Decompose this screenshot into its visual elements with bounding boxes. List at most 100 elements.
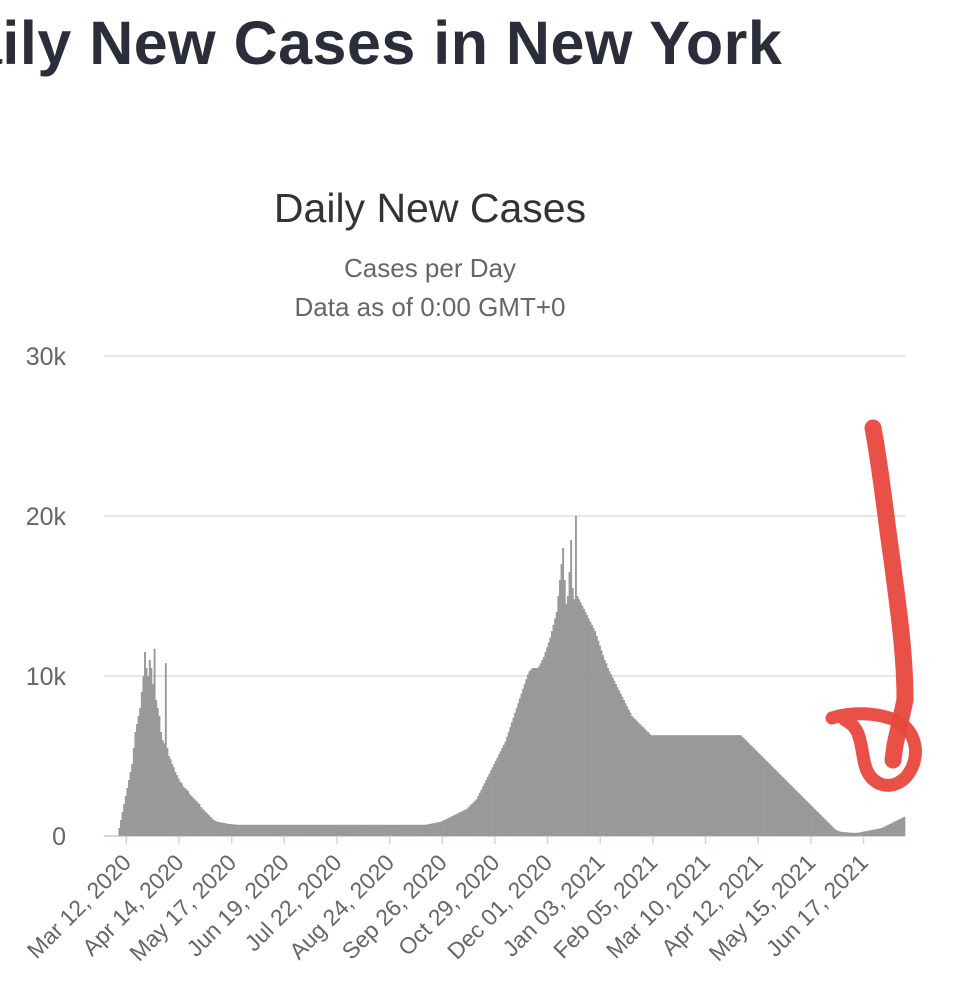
bar xyxy=(262,824,265,836)
bar xyxy=(725,735,728,836)
bar xyxy=(212,820,215,836)
bar xyxy=(683,735,686,836)
bar xyxy=(802,797,805,836)
bar xyxy=(365,824,368,836)
bar xyxy=(390,824,393,836)
bar xyxy=(486,776,489,836)
bar xyxy=(544,652,547,836)
bar xyxy=(645,730,648,836)
bar xyxy=(126,788,129,836)
bar xyxy=(307,824,310,836)
bar xyxy=(579,602,582,836)
bar xyxy=(294,824,297,836)
bar xyxy=(227,823,230,836)
bar xyxy=(373,824,376,836)
bar xyxy=(152,684,154,836)
bar xyxy=(650,735,653,836)
bar xyxy=(520,693,523,836)
bar xyxy=(821,816,824,836)
bar xyxy=(880,828,883,836)
bar xyxy=(573,599,576,836)
bar xyxy=(680,735,683,836)
bar xyxy=(272,824,275,836)
bar xyxy=(485,780,488,836)
bar xyxy=(648,733,651,836)
bar xyxy=(675,735,678,836)
bar xyxy=(148,660,151,836)
bar xyxy=(190,796,193,836)
bar xyxy=(150,668,153,836)
bar xyxy=(799,794,802,836)
bar xyxy=(230,824,233,836)
bar xyxy=(847,832,850,836)
bar xyxy=(571,588,574,836)
bar xyxy=(566,596,569,836)
bar xyxy=(446,818,449,836)
bar xyxy=(121,812,124,836)
bar xyxy=(522,688,525,836)
bar xyxy=(309,824,311,836)
bar xyxy=(506,736,508,836)
bar xyxy=(137,716,140,836)
bar xyxy=(626,706,629,836)
bar xyxy=(666,735,669,836)
bar xyxy=(690,735,693,836)
bar xyxy=(714,735,717,836)
bar xyxy=(853,832,856,836)
bar xyxy=(192,797,194,836)
bar xyxy=(216,821,219,836)
bar xyxy=(344,824,347,836)
bar xyxy=(810,805,813,836)
bar xyxy=(818,813,821,836)
bar xyxy=(783,778,786,836)
bar xyxy=(385,824,388,836)
bar xyxy=(482,786,484,836)
bar xyxy=(389,824,392,836)
bar xyxy=(765,760,768,836)
bar xyxy=(435,822,438,836)
bar xyxy=(796,791,798,836)
bar xyxy=(256,824,259,836)
bar xyxy=(203,810,206,836)
bar xyxy=(392,824,395,836)
bar xyxy=(730,735,733,836)
bar xyxy=(187,791,190,836)
bar xyxy=(448,817,451,836)
bar xyxy=(848,832,851,836)
bar xyxy=(574,516,577,836)
bar xyxy=(663,735,665,836)
bar xyxy=(541,660,544,836)
bar xyxy=(704,735,707,836)
bar xyxy=(228,824,231,836)
bar xyxy=(594,631,597,836)
bar xyxy=(285,824,287,836)
bar xyxy=(672,735,675,836)
bar xyxy=(565,604,568,836)
bar xyxy=(751,746,754,836)
bar xyxy=(528,671,531,836)
bar xyxy=(754,749,757,836)
bar xyxy=(464,809,467,836)
bar xyxy=(723,735,726,836)
bar xyxy=(163,743,166,836)
bar xyxy=(768,764,771,836)
bar xyxy=(816,812,819,836)
bar xyxy=(788,783,790,836)
bar xyxy=(384,824,387,836)
bar xyxy=(746,741,749,836)
bar xyxy=(440,821,443,836)
bar xyxy=(217,821,220,836)
bar xyxy=(557,596,560,836)
bar xyxy=(374,824,377,836)
bar xyxy=(695,735,698,836)
bar xyxy=(193,799,196,836)
bar xyxy=(831,826,834,836)
bar xyxy=(432,823,435,836)
bar xyxy=(201,808,204,836)
bar xyxy=(772,767,774,836)
bar xyxy=(739,735,742,836)
bar xyxy=(491,767,494,836)
bar xyxy=(214,820,217,836)
bar xyxy=(326,824,329,836)
